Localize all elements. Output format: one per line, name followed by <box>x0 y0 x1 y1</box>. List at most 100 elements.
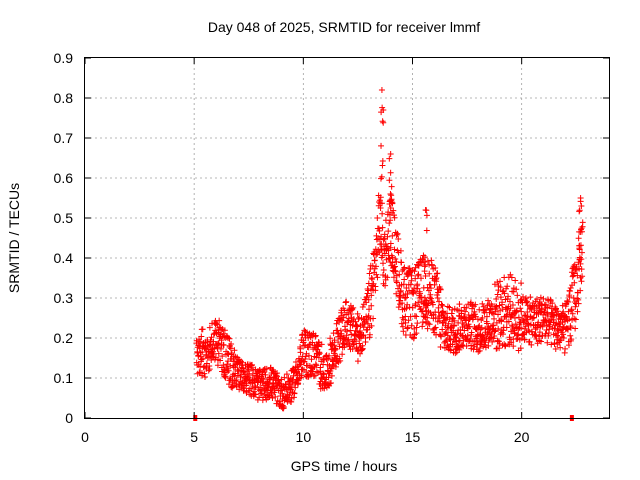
y-tick-label: 0.5 <box>54 210 74 226</box>
data-point <box>320 371 327 378</box>
data-point <box>515 314 522 321</box>
data-point <box>387 217 394 224</box>
data-point <box>497 278 504 285</box>
data-point <box>560 308 567 315</box>
data-point <box>360 324 367 331</box>
data-point <box>198 356 205 363</box>
data-point <box>264 387 271 394</box>
data-point <box>357 350 364 357</box>
data-point <box>542 301 549 308</box>
data-point <box>206 324 213 331</box>
data-point <box>326 352 333 359</box>
data-point <box>438 333 445 340</box>
data-point <box>269 395 276 402</box>
data-point <box>447 335 454 342</box>
data-point <box>378 142 385 149</box>
data-point <box>494 279 501 286</box>
data-point <box>344 337 351 344</box>
data-point <box>338 330 345 337</box>
data-point <box>239 359 246 366</box>
data-point <box>378 109 385 116</box>
chart-title: Day 048 of 2025, SRMTID for receiver lmm… <box>208 19 480 35</box>
data-point <box>476 344 483 351</box>
data-point <box>495 325 502 332</box>
data-point <box>539 323 546 330</box>
data-point <box>331 342 338 349</box>
data-point <box>213 320 220 327</box>
data-point <box>337 357 344 364</box>
data-point <box>568 307 575 314</box>
data-point <box>401 276 408 283</box>
data-point <box>560 331 567 338</box>
data-point <box>485 342 492 349</box>
data-points <box>193 87 586 421</box>
data-point <box>305 344 312 351</box>
data-point <box>379 224 386 231</box>
data-point <box>422 207 429 213</box>
data-point <box>427 291 434 298</box>
data-point <box>329 361 336 368</box>
data-point <box>493 303 500 310</box>
data-point <box>350 340 357 347</box>
data-point <box>221 327 228 334</box>
data-point <box>578 202 585 209</box>
data-point <box>503 285 510 292</box>
data-point <box>352 318 359 325</box>
data-point <box>249 361 256 368</box>
data-point <box>252 391 259 398</box>
data-point <box>496 302 503 309</box>
data-point <box>565 342 572 349</box>
data-point <box>431 281 438 288</box>
data-point <box>393 290 400 297</box>
data-point <box>233 376 240 383</box>
data-point <box>505 318 512 325</box>
data-point <box>576 208 583 215</box>
data-point <box>572 325 579 332</box>
x-tick-label: 0 <box>81 429 89 445</box>
y-axis-label: SRMTID / TECUs <box>6 183 22 293</box>
data-point <box>246 370 253 377</box>
data-point <box>297 349 304 356</box>
data-point <box>501 290 508 297</box>
data-point <box>524 316 531 323</box>
y-tick-label: 0.3 <box>54 290 74 306</box>
data-point <box>577 287 584 294</box>
data-point <box>513 307 520 314</box>
data-point <box>544 304 551 311</box>
data-point <box>565 298 572 305</box>
data-point <box>422 262 429 269</box>
data-point <box>408 272 415 279</box>
data-point <box>568 306 575 313</box>
data-point <box>571 270 578 277</box>
data-point <box>574 308 581 315</box>
data-point <box>389 209 396 216</box>
data-point <box>312 332 319 339</box>
data-point <box>201 370 208 377</box>
data-point <box>347 327 354 334</box>
data-point <box>505 293 512 300</box>
data-point <box>467 336 474 343</box>
data-point <box>578 278 585 285</box>
data-point <box>386 155 393 162</box>
data-point <box>423 297 430 304</box>
data-point <box>544 339 551 346</box>
data-point <box>479 314 486 321</box>
data-point <box>402 319 409 326</box>
data-point <box>492 305 499 312</box>
data-point <box>377 194 384 201</box>
x-tick-label: 5 <box>190 429 198 445</box>
data-point <box>496 338 503 345</box>
data-point <box>443 337 450 344</box>
data-point <box>572 303 579 310</box>
data-point <box>214 362 221 369</box>
data-point <box>517 305 524 312</box>
data-point <box>521 336 528 343</box>
data-point <box>447 325 454 332</box>
data-point <box>318 341 325 348</box>
data-point <box>306 341 313 348</box>
data-point <box>393 279 400 286</box>
data-point <box>463 317 470 324</box>
data-point <box>328 365 335 372</box>
data-point <box>485 297 492 304</box>
data-point <box>509 311 516 318</box>
